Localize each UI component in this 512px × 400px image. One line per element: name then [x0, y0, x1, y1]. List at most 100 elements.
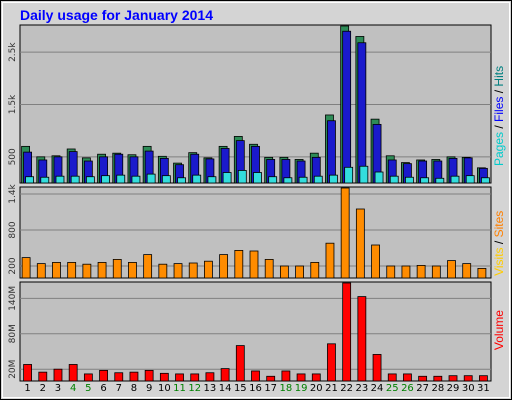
x-tick-label: 6: [100, 383, 106, 394]
x-tick-label: 7: [116, 383, 122, 394]
y-tick-label: 800: [8, 221, 18, 238]
bar: [463, 375, 473, 382]
bar: [192, 174, 202, 184]
panel-visits-sites: 200 800 1.4k Visits / Sites: [8, 183, 506, 279]
bar: [190, 373, 200, 382]
y-tick-label: 200: [8, 257, 18, 274]
bar: [144, 369, 154, 382]
bar: [371, 244, 380, 279]
x-tick-label: 8: [131, 383, 137, 394]
bar: [143, 254, 153, 279]
x-tick-label: 10: [158, 383, 171, 394]
bar: [357, 296, 367, 382]
bar: [131, 175, 141, 184]
bar: [101, 175, 110, 184]
side-label-part: /: [492, 122, 506, 132]
x-tick-label: 3: [55, 383, 61, 394]
bar: [344, 166, 354, 184]
bar: [249, 250, 259, 279]
x-tick-label: 28: [431, 383, 444, 394]
bar: [114, 372, 124, 382]
bar: [327, 120, 336, 184]
bar: [112, 258, 122, 279]
bar: [386, 265, 396, 279]
bar: [462, 263, 472, 279]
y-tick-label: 80M: [8, 324, 18, 343]
bar: [359, 165, 369, 184]
bar: [234, 249, 244, 279]
bar: [175, 373, 184, 382]
bar: [283, 177, 293, 184]
bar: [264, 258, 274, 279]
x-tick-label: 30: [462, 383, 475, 394]
bar: [38, 371, 48, 382]
side-label-part: Hits: [492, 66, 506, 87]
bar: [418, 375, 428, 382]
bar: [97, 261, 107, 279]
bar: [342, 282, 352, 382]
bar: [99, 369, 108, 382]
bar: [177, 177, 186, 184]
x-tick-label: 12: [188, 383, 201, 394]
bar: [448, 375, 458, 382]
x-tick-label: 22: [340, 383, 353, 394]
x-tick-label: 13: [204, 383, 217, 394]
bar: [266, 375, 276, 382]
bar: [311, 373, 321, 382]
y-tick-label: 20M: [8, 360, 18, 379]
bar: [235, 345, 245, 382]
bar: [129, 371, 139, 382]
x-tick-label: 18: [280, 383, 293, 394]
bar: [420, 177, 430, 184]
bar: [188, 262, 198, 279]
side-label-part: Sites: [492, 211, 506, 238]
bar: [447, 260, 456, 279]
y-tick-label: 500: [8, 148, 18, 165]
x-tick-label: 11: [173, 383, 186, 394]
side-label-part: Files: [492, 97, 506, 122]
bar: [279, 265, 289, 279]
bar: [222, 172, 232, 184]
bar: [372, 354, 382, 382]
bar: [219, 254, 229, 279]
side-label-part: Volume: [492, 310, 506, 350]
x-tick-label: 29: [447, 383, 460, 394]
bar: [237, 170, 247, 184]
bar: [161, 175, 171, 184]
bar: [465, 175, 475, 184]
bar: [325, 242, 335, 279]
bar: [310, 261, 320, 279]
panel-pages-files-hits: 500 1.5k 2.5k Pages / Files / Hits: [8, 24, 506, 184]
x-tick-label: 15: [234, 383, 247, 394]
bar: [146, 173, 156, 184]
plot-area: [19, 281, 492, 382]
x-tick-label: 21: [325, 383, 338, 394]
bar: [83, 373, 93, 382]
x-tick-label: 23: [355, 383, 368, 394]
bar: [329, 174, 338, 184]
bar: [40, 176, 50, 184]
x-tick-label: 25: [386, 383, 399, 394]
bar: [313, 175, 323, 184]
panel-side-label: Volume: [492, 310, 506, 350]
bar: [205, 372, 215, 382]
bar: [23, 364, 32, 382]
bar: [281, 370, 291, 382]
side-label-part: Visits: [492, 247, 506, 275]
bar: [173, 263, 183, 279]
bar: [207, 176, 217, 184]
x-tick-label: 5: [85, 383, 91, 394]
x-tick-label: 26: [401, 383, 414, 394]
x-tick-label: 14: [219, 383, 232, 394]
bar: [405, 176, 414, 184]
bar: [401, 265, 411, 279]
bar: [355, 208, 365, 279]
side-label-part: /: [492, 237, 506, 247]
series-volume: [23, 282, 488, 382]
x-tick-label: 24: [371, 383, 384, 394]
series-pages: [25, 165, 490, 184]
bar: [298, 176, 308, 184]
bar: [116, 174, 126, 184]
bar: [374, 171, 384, 184]
